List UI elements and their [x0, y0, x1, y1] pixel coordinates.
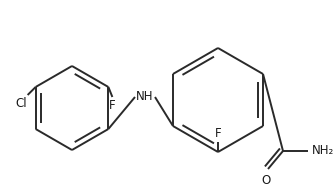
- Text: NH₂: NH₂: [312, 145, 334, 157]
- Text: NH: NH: [136, 91, 154, 104]
- Text: O: O: [261, 174, 270, 187]
- Text: F: F: [215, 127, 221, 140]
- Text: Cl: Cl: [15, 97, 27, 110]
- Text: F: F: [109, 99, 116, 112]
